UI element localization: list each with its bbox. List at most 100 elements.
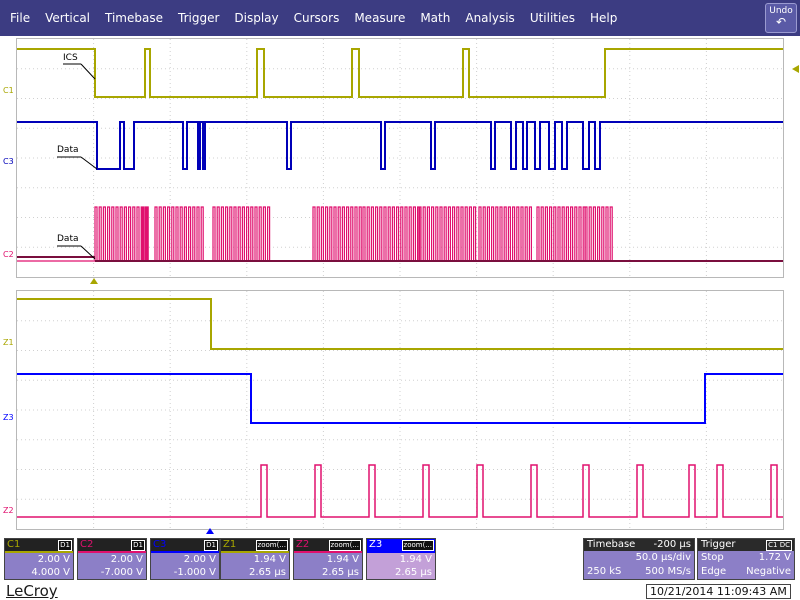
cs-leader xyxy=(80,63,96,80)
z1-descriptor-tag: zoom(... xyxy=(255,540,288,551)
grid-lines xyxy=(17,291,783,529)
c1-descriptor[interactable]: C1 D1 2.00 V 4.000 V xyxy=(4,538,74,580)
z2-descriptor-tag: zoom(... xyxy=(328,540,361,551)
z2-vdiv: 1.94 V xyxy=(326,554,359,565)
c3-descriptor[interactable]: C3 D1 2.00 V -1.000 V xyxy=(150,538,220,580)
z3-channel-label: Z3 xyxy=(3,413,14,422)
trigger-header: Trigger C1 DC xyxy=(698,539,794,551)
c2-vdiv: 2.00 V xyxy=(110,554,143,565)
menu-vertical[interactable]: Vertical xyxy=(45,11,91,25)
z1-vdiv: 1.94 V xyxy=(253,554,286,565)
c1-vdiv: 2.00 V xyxy=(37,554,70,565)
trigger-type: Edge xyxy=(701,566,727,577)
z2-offset: 2.65 µs xyxy=(321,567,359,578)
bottom-status-bar: C1 D1 2.00 V 4.000 V C2 D1 2.00 V -7.000 V C3 D1 2… xyxy=(0,536,800,600)
timebase-label: Timebase xyxy=(587,539,636,550)
timebase-header: Timebase -200 µs xyxy=(584,539,694,551)
undo-button[interactable]: Undo ↶ xyxy=(765,3,797,33)
z1-channel-label: Z1 xyxy=(3,338,14,347)
c3-offset: -1.000 V xyxy=(173,567,216,578)
upper-waveform-svg xyxy=(17,39,783,277)
upper-waveform-grid[interactable]: ICS Data Data xyxy=(16,38,784,278)
z2-descriptor[interactable]: Z2 zoom(... 1.94 V 2.65 µs xyxy=(293,538,363,580)
lower-zoom-grid[interactable] xyxy=(16,290,784,530)
trigger-mode: Stop xyxy=(701,552,724,563)
undo-label: Undo xyxy=(769,6,793,16)
menu-analysis[interactable]: Analysis xyxy=(465,11,515,25)
z1-descriptor-header: Z1 zoom(... xyxy=(221,539,289,553)
c1-channel-label: C1 xyxy=(3,86,14,95)
timebase-row-2: 250 kS 500 MS/s xyxy=(584,565,694,579)
menu-display[interactable]: Display xyxy=(234,11,279,25)
menu-bar: File Vertical Timebase Trigger Display Cursor… xyxy=(0,0,800,36)
menu-timebase[interactable]: Timebase xyxy=(105,11,163,25)
data1-leader xyxy=(80,156,98,170)
c3-descriptor-tag: D1 xyxy=(204,540,218,551)
z2-waveform xyxy=(17,464,783,518)
z2-descriptor-name: Z2 xyxy=(296,539,310,550)
z1-descriptor-name: Z1 xyxy=(223,539,237,550)
lower-waveform-svg xyxy=(17,291,783,529)
timebase-tdiv: 50.0 µs/div xyxy=(635,552,691,563)
z3-descriptor-header: Z3 zoom(... xyxy=(367,539,435,553)
cs-annotation: ICS xyxy=(63,53,78,63)
menu-cursors[interactable]: Cursors xyxy=(293,11,340,25)
trigger-descriptor[interactable]: Trigger C1 DC Stop 1.72 V Edge Negative xyxy=(697,538,795,580)
c1-offset: 4.000 V xyxy=(31,567,70,578)
menu-math[interactable]: Math xyxy=(420,11,451,25)
grid-lines xyxy=(17,39,783,277)
timebase-row-1: 50.0 µs/div xyxy=(584,551,694,565)
menu-file[interactable]: File xyxy=(10,11,31,25)
c2-descriptor[interactable]: C2 D1 2.00 V -7.000 V xyxy=(77,538,147,580)
c3-descriptor-name: C3 xyxy=(153,539,167,550)
z1-descriptor[interactable]: Z1 zoom(... 1.94 V 2.65 µs xyxy=(220,538,290,580)
trigger-level-marker-icon xyxy=(792,65,799,73)
z3-waveform xyxy=(17,373,783,424)
data-annotation-c2: Data xyxy=(57,234,79,244)
c3-waveform xyxy=(17,121,783,170)
menu-trigger[interactable]: Trigger xyxy=(178,11,220,25)
c2-offset: -7.000 V xyxy=(100,567,143,578)
data-annotation-c3: Data xyxy=(57,145,79,155)
trigger-row-2: Edge Negative xyxy=(698,565,794,579)
c1-descriptor-header: C1 D1 xyxy=(5,539,73,553)
c2-descriptor-name: C2 xyxy=(80,539,94,550)
menu-measure[interactable]: Measure xyxy=(354,11,406,25)
data2-leader xyxy=(80,245,96,260)
menu-utilities[interactable]: Utilities xyxy=(529,11,575,25)
z3-descriptor[interactable]: Z3 zoom(... 1.94 V 2.65 µs xyxy=(366,538,436,580)
timestamp: 10/21/2014 11:09:43 AM xyxy=(646,584,791,599)
z1-waveform xyxy=(17,298,783,350)
trigger-position-marker-icon xyxy=(90,278,98,284)
z2-descriptor-header: Z2 zoom(... xyxy=(294,539,362,553)
timebase-rate: 500 MS/s xyxy=(645,566,691,577)
z3-descriptor-name: Z3 xyxy=(369,539,383,550)
z2-channel-label: Z2 xyxy=(3,506,14,515)
trigger-row-1: Stop 1.72 V xyxy=(698,551,794,565)
menu-items: File Vertical Timebase Trigger Display Cursor… xyxy=(0,0,622,36)
c2-descriptor-tag: D1 xyxy=(131,540,145,551)
timebase-samples: 250 kS xyxy=(587,566,622,577)
z3-descriptor-tag: zoom(... xyxy=(401,540,434,551)
trigger-label: Trigger xyxy=(701,539,736,550)
c1-waveform xyxy=(17,48,783,98)
c3-descriptor-header: C3 D1 xyxy=(151,539,219,553)
timebase-delay: -200 µs xyxy=(653,539,691,550)
c2-waveform xyxy=(17,206,783,262)
trigger-level: 1.72 V xyxy=(758,552,791,563)
trigger-slope: Negative xyxy=(746,566,791,577)
z1-offset: 2.65 µs xyxy=(248,567,286,578)
c3-vdiv: 2.00 V xyxy=(183,554,216,565)
menu-help[interactable]: Help xyxy=(589,11,618,25)
undo-arrow-icon: ↶ xyxy=(775,15,787,29)
c2-channel-label: C2 xyxy=(3,250,14,259)
c2-descriptor-header: C2 D1 xyxy=(78,539,146,553)
c1-descriptor-name: C1 xyxy=(7,539,21,550)
trigger-source-tag: C1 DC xyxy=(766,540,792,551)
lecroy-logo: LeCroy xyxy=(6,582,58,600)
c1-descriptor-tag: D1 xyxy=(58,540,72,551)
z3-vdiv: 1.94 V xyxy=(399,554,432,565)
c3-channel-label: C3 xyxy=(3,157,14,166)
z3-offset: 2.65 µs xyxy=(394,567,432,578)
timebase-descriptor[interactable]: Timebase -200 µs 50.0 µs/div 250 kS 500 … xyxy=(583,538,695,580)
